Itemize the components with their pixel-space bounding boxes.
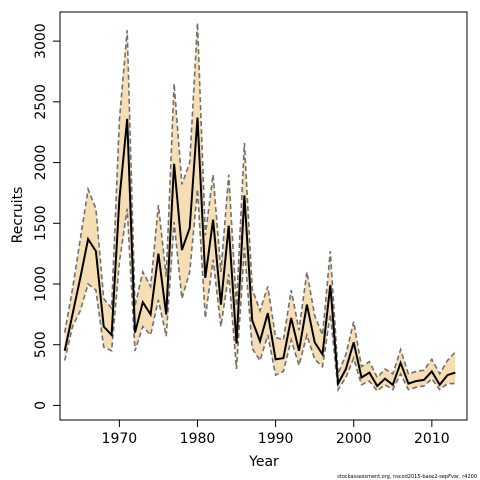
source-footnote: stockassessment.org, nscod2015-base2-sep… [337,474,477,480]
estimate-line-layer [63,22,456,393]
y-tick-label: 2000 [33,145,49,181]
lower-bound-line [63,189,456,393]
y-tick-label: 500 [33,331,49,358]
x-tick-label: 1980 [180,431,216,447]
confidence-band [64,22,456,391]
x-tick-label: 2010 [414,431,450,447]
y-tick-label: 1000 [33,266,49,302]
estimate-line [63,117,456,388]
x-tick-label: 1970 [102,431,138,447]
x-axis-title: Year [248,454,279,470]
y-tick-label: 3000 [33,23,49,59]
y-tick-label: 1500 [33,205,49,241]
y-tick-label: 2500 [33,84,49,120]
upper-bound-line [63,22,456,379]
confidence-band-layer [64,22,456,391]
x-tick-label: 1990 [258,431,294,447]
y-tick-label: 0 [33,401,49,410]
y-axis: 0 500 1000 1500 2000 2500 3000 [33,23,60,410]
x-axis: 1970 1980 1990 2000 2010 [102,420,450,447]
y-axis-title: Recruits [10,187,26,244]
plot-frame [59,11,468,421]
x-tick-label: 2000 [336,431,372,447]
